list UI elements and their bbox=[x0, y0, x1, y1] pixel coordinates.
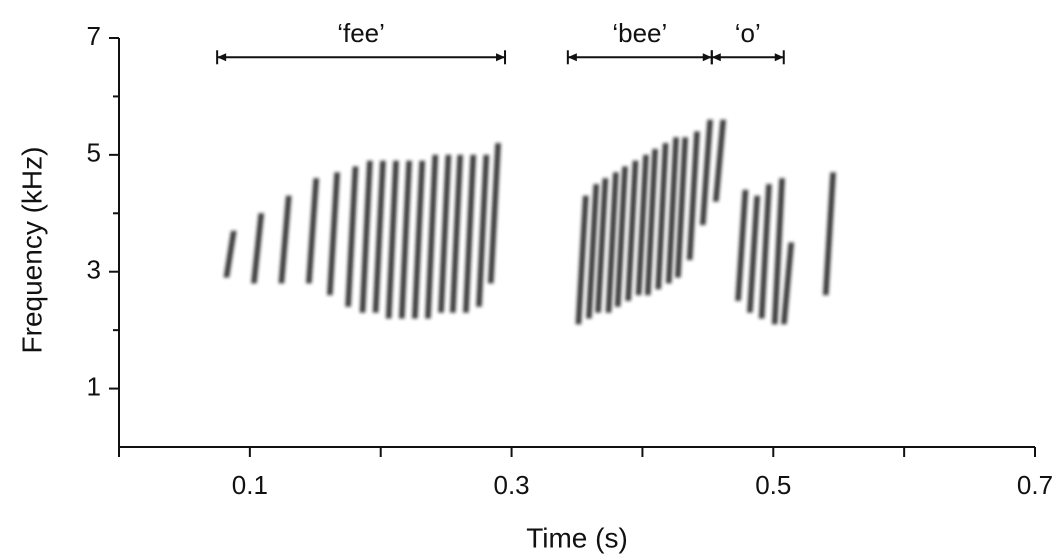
harmonic-stroke bbox=[463, 154, 477, 313]
annotation-label: ‘o’ bbox=[735, 18, 761, 48]
harmonic-stroke bbox=[686, 131, 700, 261]
harmonic-stroke bbox=[655, 143, 669, 290]
harmonic-stroke bbox=[398, 160, 412, 319]
bracket-arrow bbox=[702, 53, 712, 62]
bracket-arrow bbox=[217, 53, 227, 62]
bracket-arrow bbox=[496, 53, 506, 62]
x-tick-label: 0.7 bbox=[1017, 470, 1053, 500]
y-tick-label: 5 bbox=[87, 138, 101, 168]
harmonic-stroke bbox=[699, 119, 713, 225]
harmonic-stroke bbox=[822, 172, 836, 296]
harmonic-stroke bbox=[586, 184, 600, 319]
x-tick-label: 0.5 bbox=[755, 470, 791, 500]
harmonic-stroke bbox=[735, 189, 749, 301]
harmonic-stroke bbox=[278, 195, 292, 284]
harmonic-stroke bbox=[575, 195, 589, 325]
bracket-arrow bbox=[774, 53, 784, 62]
harmonic-stroke bbox=[625, 160, 639, 301]
harmonic-stroke bbox=[644, 149, 658, 296]
harmonic-stroke bbox=[412, 160, 426, 319]
harmonic-stroke bbox=[359, 160, 373, 313]
harmonic-stroke bbox=[635, 154, 649, 296]
x-tick-label: 0.1 bbox=[232, 470, 268, 500]
harmonic-stroke bbox=[251, 213, 265, 284]
x-axis-label: Time (s) bbox=[526, 522, 628, 553]
harmonic-stroke bbox=[605, 172, 619, 313]
harmonic-stroke bbox=[372, 160, 386, 313]
harmonic-stroke bbox=[665, 137, 679, 284]
y-tick-label: 7 bbox=[87, 21, 101, 51]
harmonic-stroke bbox=[713, 119, 727, 202]
harmonic-stroke bbox=[385, 160, 399, 319]
y-axis-label: Frequency (kHz) bbox=[16, 147, 47, 354]
harmonic-stroke bbox=[747, 195, 761, 313]
bracket-arrow bbox=[567, 53, 577, 62]
harmonic-stroke bbox=[476, 154, 490, 307]
annotation-label: ‘fee’ bbox=[337, 18, 385, 48]
harmonic-stroke bbox=[614, 166, 628, 307]
harmonic-stroke bbox=[438, 154, 452, 313]
y-tick-label: 1 bbox=[87, 371, 101, 401]
harmonic-stroke bbox=[345, 166, 359, 307]
bracket-arrow bbox=[711, 53, 721, 62]
harmonic-stroke bbox=[781, 242, 795, 325]
harmonic-stroke bbox=[487, 143, 501, 284]
x-tick-label: 0.3 bbox=[493, 470, 529, 500]
harmonic-stroke bbox=[425, 154, 439, 319]
spectrogram bbox=[223, 119, 836, 325]
harmonic-stroke bbox=[449, 154, 463, 313]
harmonic-stroke bbox=[306, 178, 320, 284]
harmonic-stroke bbox=[771, 178, 785, 325]
annotation-label: ‘bee’ bbox=[612, 18, 667, 48]
y-tick-label: 3 bbox=[87, 255, 101, 285]
harmonic-stroke bbox=[223, 230, 237, 278]
harmonic-stroke bbox=[326, 172, 340, 296]
harmonic-stroke bbox=[758, 184, 772, 319]
harmonic-stroke bbox=[675, 137, 689, 278]
harmonic-stroke bbox=[595, 178, 609, 313]
